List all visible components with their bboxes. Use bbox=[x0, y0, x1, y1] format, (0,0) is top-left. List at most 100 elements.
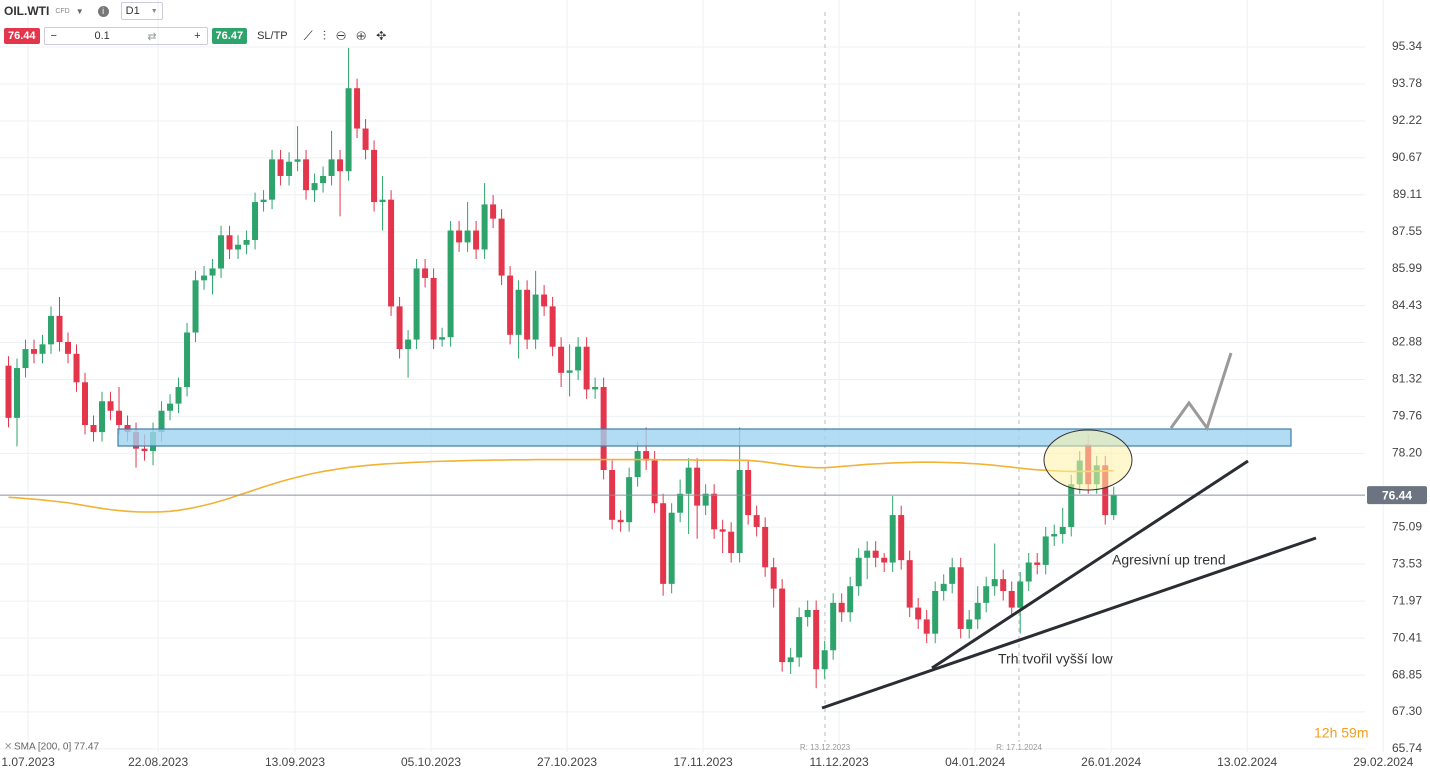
candle-body bbox=[1034, 562, 1041, 565]
instrument-type: CFD bbox=[55, 7, 70, 15]
resistance-zone bbox=[117, 428, 1292, 447]
candle-body bbox=[1000, 579, 1007, 591]
candle-body bbox=[515, 289, 522, 335]
candle-body bbox=[694, 467, 701, 506]
annotation-text: Agresivní up trend bbox=[1112, 552, 1226, 568]
candle-body bbox=[779, 588, 786, 663]
symbol[interactable]: OIL.WTI bbox=[4, 4, 50, 18]
y-tick-label: 67.30 bbox=[1392, 704, 1422, 718]
candle-body bbox=[226, 235, 233, 250]
candle-body bbox=[201, 275, 208, 281]
candle-body bbox=[991, 579, 998, 587]
sma-icon[interactable]: ✕ bbox=[4, 742, 12, 753]
candle-body bbox=[566, 370, 573, 373]
swap-icon[interactable]: ⇄ bbox=[147, 30, 157, 43]
y-tick-label: 92.22 bbox=[1392, 113, 1422, 127]
timeframe-select[interactable]: D1 ▼ bbox=[120, 2, 163, 20]
volume-input[interactable]: − 0.1 ⇄ + bbox=[43, 27, 208, 45]
candle-body bbox=[1008, 590, 1015, 608]
x-tick-label: 05.10.2023 bbox=[401, 755, 461, 769]
x-tick-label: 26.01.2024 bbox=[1081, 755, 1141, 769]
candle-body bbox=[345, 88, 352, 172]
symbol-bar: OIL.WTI CFD ▼ i D1 ▼ bbox=[4, 2, 163, 20]
candle-body bbox=[269, 159, 276, 200]
candle-body bbox=[1051, 534, 1058, 537]
candle-body bbox=[685, 467, 692, 494]
candle-body bbox=[362, 128, 369, 150]
candle-body bbox=[923, 619, 930, 634]
y-tick-label: 70.41 bbox=[1392, 630, 1422, 644]
candle-body bbox=[1110, 495, 1117, 516]
candle-body bbox=[65, 341, 72, 354]
candle-body bbox=[39, 344, 46, 354]
axes: 95.34 93.78 92.22 90.67 89.11 87.55 85.99 84.43… bbox=[1, 39, 1427, 769]
candle-body bbox=[1068, 484, 1075, 527]
buy-button[interactable]: 76.47 bbox=[211, 28, 248, 44]
candle-body bbox=[745, 470, 752, 516]
indicator-legend: SMA [200, 0] 77.47 bbox=[14, 742, 99, 753]
candle-body bbox=[141, 448, 148, 452]
candle-body bbox=[277, 159, 284, 176]
last-price-box bbox=[1367, 486, 1427, 505]
candle-body bbox=[855, 557, 862, 587]
plus[interactable]: + bbox=[194, 30, 201, 42]
y-tick-label: 89.11 bbox=[1393, 187, 1422, 201]
symbol-dropdown[interactable]: ▼ bbox=[75, 6, 84, 16]
timeframe: D1 bbox=[125, 5, 140, 17]
candle-body bbox=[932, 590, 939, 634]
sltp-button[interactable]: SL/TP bbox=[257, 30, 288, 42]
candle-body bbox=[787, 657, 794, 663]
candle-body bbox=[422, 268, 429, 278]
annotations: Agresivní up trend Trh tvořil vyšší low bbox=[117, 352, 1317, 710]
candle-body bbox=[107, 401, 114, 411]
candle-body bbox=[753, 515, 760, 527]
candle-body bbox=[82, 382, 89, 425]
candle-body bbox=[966, 619, 973, 629]
minus[interactable]: − bbox=[50, 30, 57, 42]
candle-body bbox=[184, 332, 191, 388]
candle-body bbox=[728, 531, 735, 554]
candle-body bbox=[702, 493, 709, 506]
x-tick-label: 17.11.2023 bbox=[674, 755, 733, 769]
candle-body bbox=[1025, 562, 1032, 582]
candle-body bbox=[158, 410, 165, 433]
candle-body bbox=[660, 503, 667, 584]
release-label: R: 17.1.2024 bbox=[996, 743, 1042, 752]
y-tick-label: 85.99 bbox=[1392, 261, 1422, 275]
candle-body bbox=[1059, 526, 1066, 535]
candle-body bbox=[235, 244, 242, 250]
release-lines: R: 13.12.2023 R: 17.1.2024 bbox=[800, 12, 1042, 752]
candle-body bbox=[90, 424, 97, 433]
y-tick-label: 73.53 bbox=[1392, 556, 1422, 570]
candle-body bbox=[430, 277, 437, 340]
x-tick-label: 04.01.2024 bbox=[945, 755, 1005, 769]
candle-body bbox=[73, 353, 80, 383]
x-tick-label: 27.10.2023 bbox=[537, 755, 597, 769]
candle-body bbox=[796, 617, 803, 658]
candle-body bbox=[1102, 465, 1109, 516]
x-tick-label: 1.07.2023 bbox=[1, 755, 55, 769]
x-tick-label: 13.09.2023 bbox=[265, 755, 325, 769]
candle-body bbox=[524, 289, 531, 340]
candle-body bbox=[286, 161, 293, 176]
y-tick-label: 95.34 bbox=[1392, 39, 1422, 53]
candle-body bbox=[396, 306, 403, 350]
candle-body bbox=[872, 550, 879, 558]
candle-body bbox=[1042, 536, 1049, 565]
y-tick-label: 75.09 bbox=[1392, 519, 1422, 533]
y-tick-label: 65.74 bbox=[1392, 741, 1422, 755]
sell-button[interactable]: 76.44 bbox=[4, 28, 40, 44]
candle-body bbox=[974, 602, 981, 620]
sma-line bbox=[8, 458, 1114, 513]
y-tick-label: 79.76 bbox=[1392, 409, 1422, 423]
trend-line bbox=[821, 536, 1317, 710]
candle-body bbox=[762, 526, 769, 568]
chart-tools[interactable]: ⟋⫶⊖⊕✥ bbox=[303, 28, 397, 43]
candle-body bbox=[634, 451, 641, 478]
y-tick-label: 71.97 bbox=[1392, 593, 1422, 607]
candle-body bbox=[830, 602, 837, 651]
candle-body bbox=[532, 294, 539, 340]
info-icon[interactable]: i bbox=[97, 5, 109, 17]
y-tick-label: 93.78 bbox=[1392, 76, 1422, 90]
